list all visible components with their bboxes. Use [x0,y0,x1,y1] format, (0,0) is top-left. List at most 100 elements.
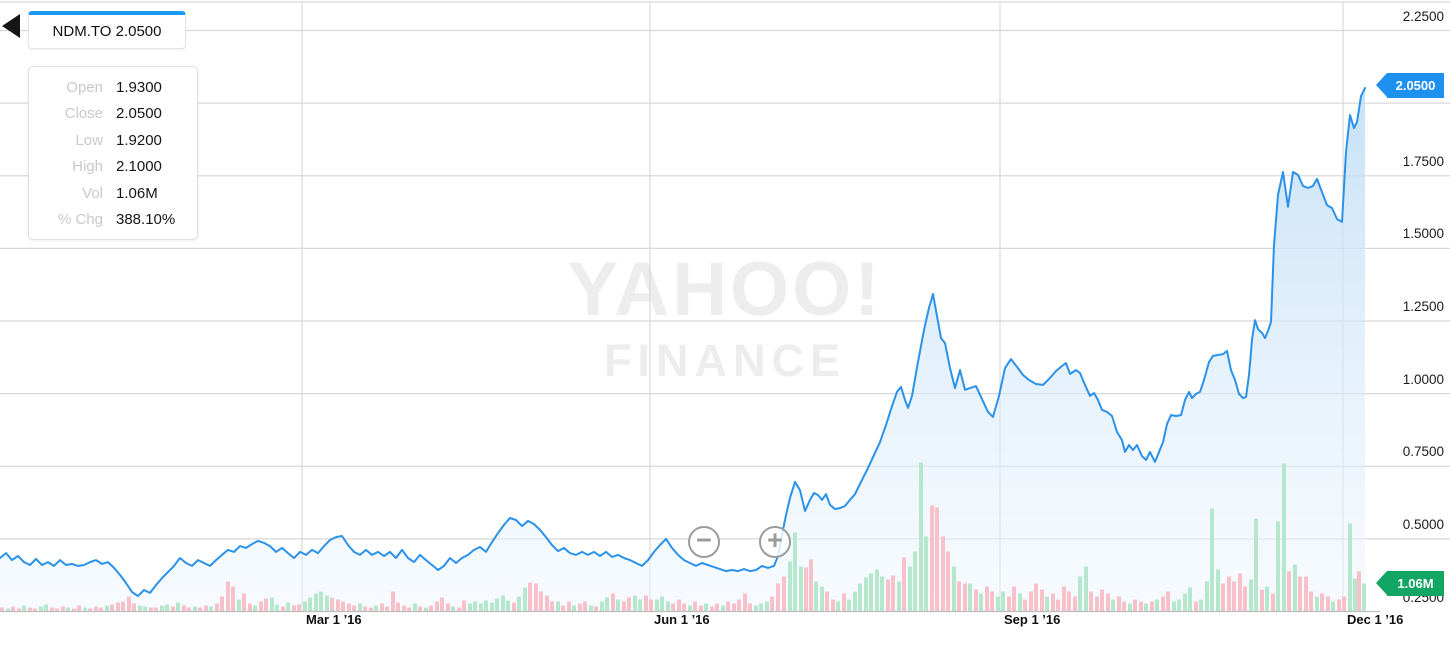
volume-bar [715,603,719,612]
volume-bar [660,596,664,612]
zoom-in-button[interactable]: + [759,526,791,558]
x-axis-label: Jun 1 ’16 [654,612,710,627]
volume-bar [897,581,901,612]
volume-bar [743,593,747,612]
volume-bar [605,597,609,612]
volume-bar [589,605,593,612]
volume-bar [545,595,549,612]
volume-bar [1188,587,1192,612]
volume-bar [413,603,417,612]
volume-bar [1001,591,1005,612]
volume-bar [677,599,681,612]
volume-bar [253,605,257,612]
volume-bar [788,561,792,612]
volume-bar [303,601,307,612]
volume-bar [55,608,59,612]
volume-bar [1084,566,1088,612]
zoom-out-button[interactable]: − [688,526,720,558]
volume-bar [710,606,714,612]
watermark-finance: FINANCE [604,335,846,386]
volume-bar [187,607,191,612]
symbol-tab[interactable]: NDM.TO 2.0500 [28,11,186,49]
last-volume-badge: 1.06M [1376,571,1444,596]
open-value: 1.9300 [116,78,162,96]
volume-bar [176,602,180,612]
volume-bar [616,599,620,612]
volume-bar [539,591,543,612]
volume-bar [506,600,510,612]
x-axis-label: Mar 1 ’16 [306,612,362,627]
y-axis-label: 0.7500 [1402,444,1444,460]
volume-bar [127,596,131,612]
volume-bar [638,599,642,612]
back-button[interactable] [2,14,24,40]
volume-bar [583,601,587,612]
volume-bar [611,593,615,612]
volume-bar [33,608,37,612]
volume-bar [930,505,934,612]
volume-bar [1331,601,1335,612]
volume-bar [1177,599,1181,612]
x-axis-label: Dec 1 ’16 [1347,612,1404,627]
volume-bar [308,597,312,612]
volume-bar [1023,599,1027,612]
volume-bar [418,606,422,612]
volume-bar [28,607,32,612]
vol-value: 1.06M [116,184,158,202]
volume-bar [853,591,857,612]
volume-bar [132,603,136,612]
volume-bar [836,601,840,612]
volume-bar [902,557,906,612]
volume-bar [1342,596,1346,612]
volume-bar [1100,589,1104,612]
volume-bar [182,605,186,612]
close-label: Close [64,105,103,123]
volume-bar [754,605,758,612]
volume-bar [1111,599,1115,612]
high-label: High [72,158,103,176]
volume-bar [820,586,824,612]
volume-bar [594,606,598,612]
volume-bar [1282,463,1286,612]
volume-bar [1040,589,1044,612]
volume-bar [952,566,956,612]
volume-bar [1128,603,1132,612]
volume-bar [1293,564,1297,612]
volume-bar [968,583,972,612]
volume-bar [666,601,670,612]
volume-bar [396,602,400,612]
volume-bar [402,605,406,612]
volume-bar [198,607,202,612]
volume-bar [682,603,686,612]
low-value: 1.9200 [116,131,162,149]
volume-bar [534,583,538,612]
volume-bar [1155,599,1159,612]
y-axis-label: 2.2500 [1402,8,1444,24]
volume-bar [297,604,301,612]
volume-bar [1161,596,1165,612]
volume-bar [1205,581,1209,612]
volume-bar [248,603,252,612]
volume-bar [572,605,576,612]
pct-chg-label: % Chg [57,211,103,229]
volume-bar [622,601,626,612]
volume-bar [149,607,153,612]
volume-bar [193,606,197,612]
volume-bar [979,593,983,612]
volume-bar [1216,569,1220,612]
watermark-yahoo: YAHOO! [567,247,883,332]
symbol-tab-label: NDM.TO 2.0500 [52,23,162,40]
volume-bar [891,575,895,612]
volume-bar [116,602,120,612]
volume-bar [154,607,158,612]
close-value: 2.0500 [116,105,162,123]
ohlc-tooltip: Open 1.9300 Close 2.0500 Low 1.9200 High… [28,66,198,240]
volume-bar [1276,521,1280,612]
volume-bar [556,601,560,612]
volume-bar [1133,599,1137,612]
volume-bar [633,595,637,612]
volume-bar [490,602,494,612]
volume-bar [1166,591,1170,612]
volume-bar [1106,593,1110,612]
